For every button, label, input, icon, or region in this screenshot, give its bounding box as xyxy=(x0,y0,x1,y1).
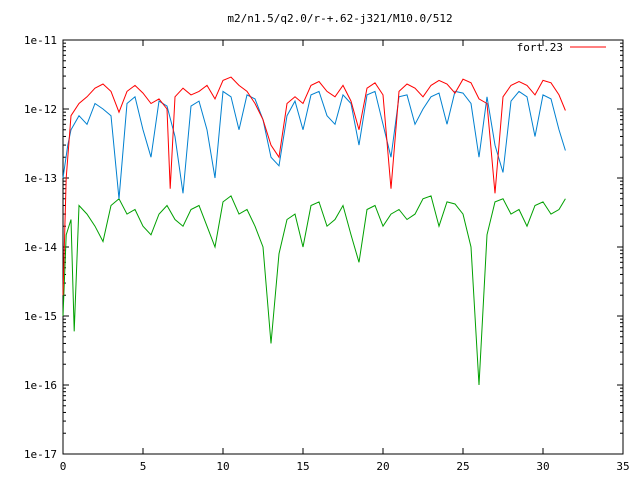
y-tick-label: 1e-17 xyxy=(24,448,57,461)
series-lines xyxy=(62,76,566,386)
y-tick-label: 1e-15 xyxy=(24,310,57,323)
y-tick-label: 1e-12 xyxy=(24,103,57,116)
x-tick-label: 5 xyxy=(140,460,147,473)
chart-title: m2/n1.5/q2.0/r-+.62-j321/M10.0/512 xyxy=(227,12,452,25)
x-tick-label: 0 xyxy=(60,460,67,473)
axis-ticks: 0 5 10 15 20 25 30 35 1e-17 1e-16 1e-15 1e-14 1e-13 1… xyxy=(24,34,630,473)
series-line-0 xyxy=(62,76,566,296)
x-tick-label: 20 xyxy=(376,460,389,473)
series-line-2 xyxy=(62,195,566,386)
series-line-1 xyxy=(62,90,566,199)
x-tick-label: 30 xyxy=(536,460,549,473)
x-tick-label: 25 xyxy=(456,460,469,473)
x-tick-label: 15 xyxy=(296,460,309,473)
x-tick-label: 10 xyxy=(216,460,229,473)
y-tick-label: 1e-11 xyxy=(24,34,57,47)
legend: fort.23 xyxy=(517,41,606,54)
plot-frame xyxy=(62,39,624,455)
y-tick-label: 1e-14 xyxy=(24,241,57,254)
legend-label-fort23: fort.23 xyxy=(517,41,563,54)
y-tick-label: 1e-13 xyxy=(24,172,57,185)
x-tick-label: 35 xyxy=(616,460,629,473)
y-tick-label: 1e-16 xyxy=(24,379,57,392)
